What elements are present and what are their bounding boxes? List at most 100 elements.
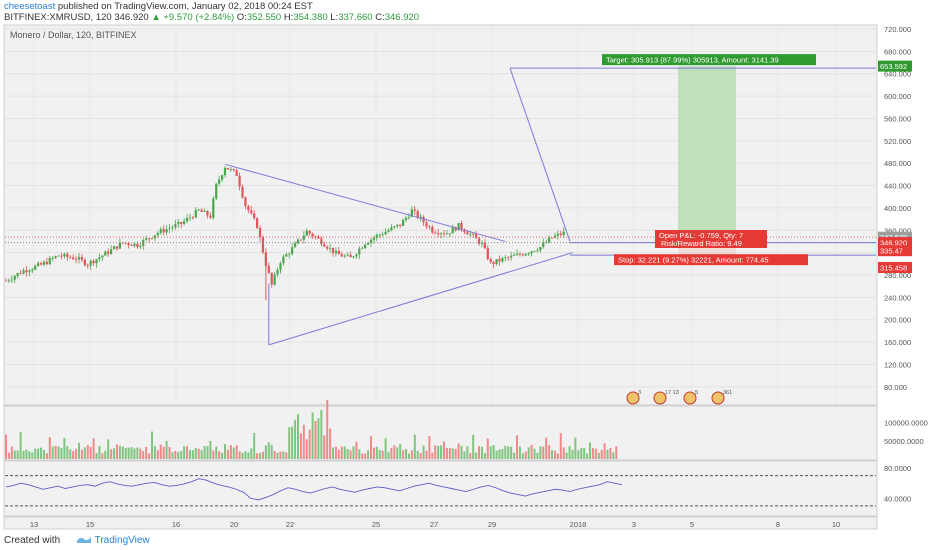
candle — [288, 253, 291, 255]
candle — [37, 263, 40, 266]
candle — [22, 270, 25, 274]
candle — [515, 253, 519, 256]
volume-bar — [13, 450, 16, 459]
candle — [434, 232, 437, 234]
candle — [466, 232, 469, 235]
volume-bar — [197, 448, 200, 459]
candle — [431, 226, 434, 233]
price-marker-box — [878, 245, 912, 257]
volume-bar — [317, 418, 320, 459]
volume-bar — [238, 451, 241, 459]
stop-label-box — [614, 254, 808, 266]
volume-bar — [34, 448, 37, 459]
close-value: 346.920 — [384, 12, 420, 23]
volume-axis-tick: 50000.0000 — [884, 437, 924, 446]
candle — [180, 221, 183, 224]
volume-bar — [48, 437, 51, 459]
volume-bar — [428, 436, 431, 459]
volume-bar — [355, 441, 358, 459]
price-axis-tick: 160.000 — [884, 338, 911, 347]
candle — [510, 255, 513, 258]
rr-label: Risk/Reward Ratio: 9.49 — [661, 239, 742, 248]
volume-bar — [571, 449, 574, 459]
volume-bar — [396, 447, 399, 459]
volume-bar — [28, 451, 31, 459]
up-arrow-icon: ▲ — [151, 12, 161, 23]
candle — [507, 257, 510, 259]
candle — [498, 259, 501, 262]
price-marker-box — [878, 237, 912, 249]
volume-bar — [256, 453, 259, 459]
volume-bar — [513, 452, 516, 459]
volume-bar — [536, 452, 539, 459]
rsi-line — [5, 478, 623, 501]
candle — [387, 230, 390, 232]
candle — [323, 244, 326, 247]
candle — [42, 261, 46, 265]
candle — [550, 237, 554, 239]
last-price: 346.920 — [114, 12, 149, 23]
volume-bar — [5, 434, 7, 459]
volume-bar — [609, 448, 612, 459]
publish-line: cheesetoast published on TradingView.com… — [4, 1, 313, 12]
candle — [402, 219, 405, 226]
candle — [118, 242, 121, 249]
symbol-line: BITFINEX:XMRUSD, 120 346.920 ▲ +9.570 (+… — [4, 12, 419, 23]
candle — [203, 210, 206, 212]
volume-bar — [457, 443, 460, 459]
price-marker-box — [878, 261, 912, 273]
volume-bar — [486, 438, 489, 459]
time-axis-tick: 16 — [172, 520, 180, 529]
volume-bar — [340, 446, 343, 459]
volume-bar — [434, 445, 437, 459]
volume-bar — [539, 446, 542, 459]
volume-bar — [229, 445, 232, 459]
candle — [492, 262, 495, 265]
candle — [320, 238, 323, 245]
price-pane[interactable] — [3, 24, 878, 406]
volume-bar — [168, 446, 171, 459]
volume-bar — [279, 451, 282, 459]
candle — [89, 260, 92, 266]
tradingview-logo-icon[interactable]: TradingView — [76, 535, 150, 546]
candle — [139, 245, 142, 247]
chart-area[interactable]: 3 17 13 5 361 80.000 120.000 160.000 200.000 24… — [0, 24, 932, 530]
candle — [486, 248, 489, 260]
volume-bar — [498, 449, 501, 459]
candle — [83, 259, 86, 266]
candle — [162, 229, 165, 233]
candle — [396, 224, 399, 227]
rsi-pane[interactable] — [3, 460, 878, 517]
volume-bar — [69, 449, 72, 459]
volume-bar — [200, 450, 203, 459]
time-axis-tick: 2018 — [570, 520, 587, 529]
time-axis-tick: 5 — [690, 520, 694, 529]
author-link[interactable]: cheesetoast — [4, 1, 56, 12]
low-value: 337.660 — [338, 12, 373, 23]
volume-bar — [191, 450, 194, 459]
volume-bar — [101, 453, 104, 459]
candle — [349, 254, 352, 258]
target-label-box — [602, 54, 816, 66]
candle — [305, 230, 308, 236]
volume-bar — [40, 447, 43, 459]
volume-bar — [507, 446, 510, 459]
time-axis-tick: 10 — [832, 520, 840, 529]
candle — [229, 169, 232, 170]
candle — [358, 248, 361, 255]
volume-bar — [37, 448, 40, 459]
volume-bar — [45, 453, 48, 459]
candle — [378, 234, 381, 236]
volume-bar — [60, 448, 63, 459]
candle — [337, 250, 340, 255]
volume-bar — [261, 451, 264, 459]
candle — [183, 221, 186, 224]
volume-bar — [603, 443, 606, 459]
volume-bar — [352, 446, 355, 459]
candle — [472, 233, 475, 235]
candle — [63, 253, 66, 257]
volume-bar — [454, 448, 457, 459]
candle — [31, 269, 34, 271]
price-axis-tick: 480.000 — [884, 159, 911, 168]
time-axis[interactable] — [3, 516, 878, 530]
